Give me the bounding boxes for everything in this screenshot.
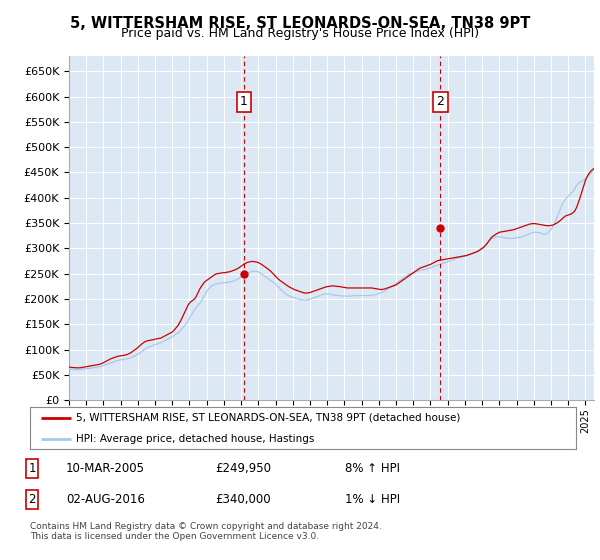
Text: 5, WITTERSHAM RISE, ST LEONARDS-ON-SEA, TN38 9PT (detached house): 5, WITTERSHAM RISE, ST LEONARDS-ON-SEA, … bbox=[76, 413, 461, 423]
Text: 10-MAR-2005: 10-MAR-2005 bbox=[66, 462, 145, 475]
Text: Contains HM Land Registry data © Crown copyright and database right 2024.
This d: Contains HM Land Registry data © Crown c… bbox=[30, 522, 382, 542]
Text: HPI: Average price, detached house, Hastings: HPI: Average price, detached house, Hast… bbox=[76, 433, 315, 444]
Text: 1% ↓ HPI: 1% ↓ HPI bbox=[345, 493, 400, 506]
Text: 2: 2 bbox=[437, 95, 445, 108]
Text: 8% ↑ HPI: 8% ↑ HPI bbox=[345, 462, 400, 475]
Text: 2: 2 bbox=[28, 493, 36, 506]
Text: 1: 1 bbox=[240, 95, 248, 108]
Text: Price paid vs. HM Land Registry's House Price Index (HPI): Price paid vs. HM Land Registry's House … bbox=[121, 27, 479, 40]
Text: £340,000: £340,000 bbox=[215, 493, 271, 506]
Text: 5, WITTERSHAM RISE, ST LEONARDS-ON-SEA, TN38 9PT: 5, WITTERSHAM RISE, ST LEONARDS-ON-SEA, … bbox=[70, 16, 530, 31]
Text: 1: 1 bbox=[28, 462, 36, 475]
Text: 02-AUG-2016: 02-AUG-2016 bbox=[66, 493, 145, 506]
Text: £249,950: £249,950 bbox=[215, 462, 271, 475]
